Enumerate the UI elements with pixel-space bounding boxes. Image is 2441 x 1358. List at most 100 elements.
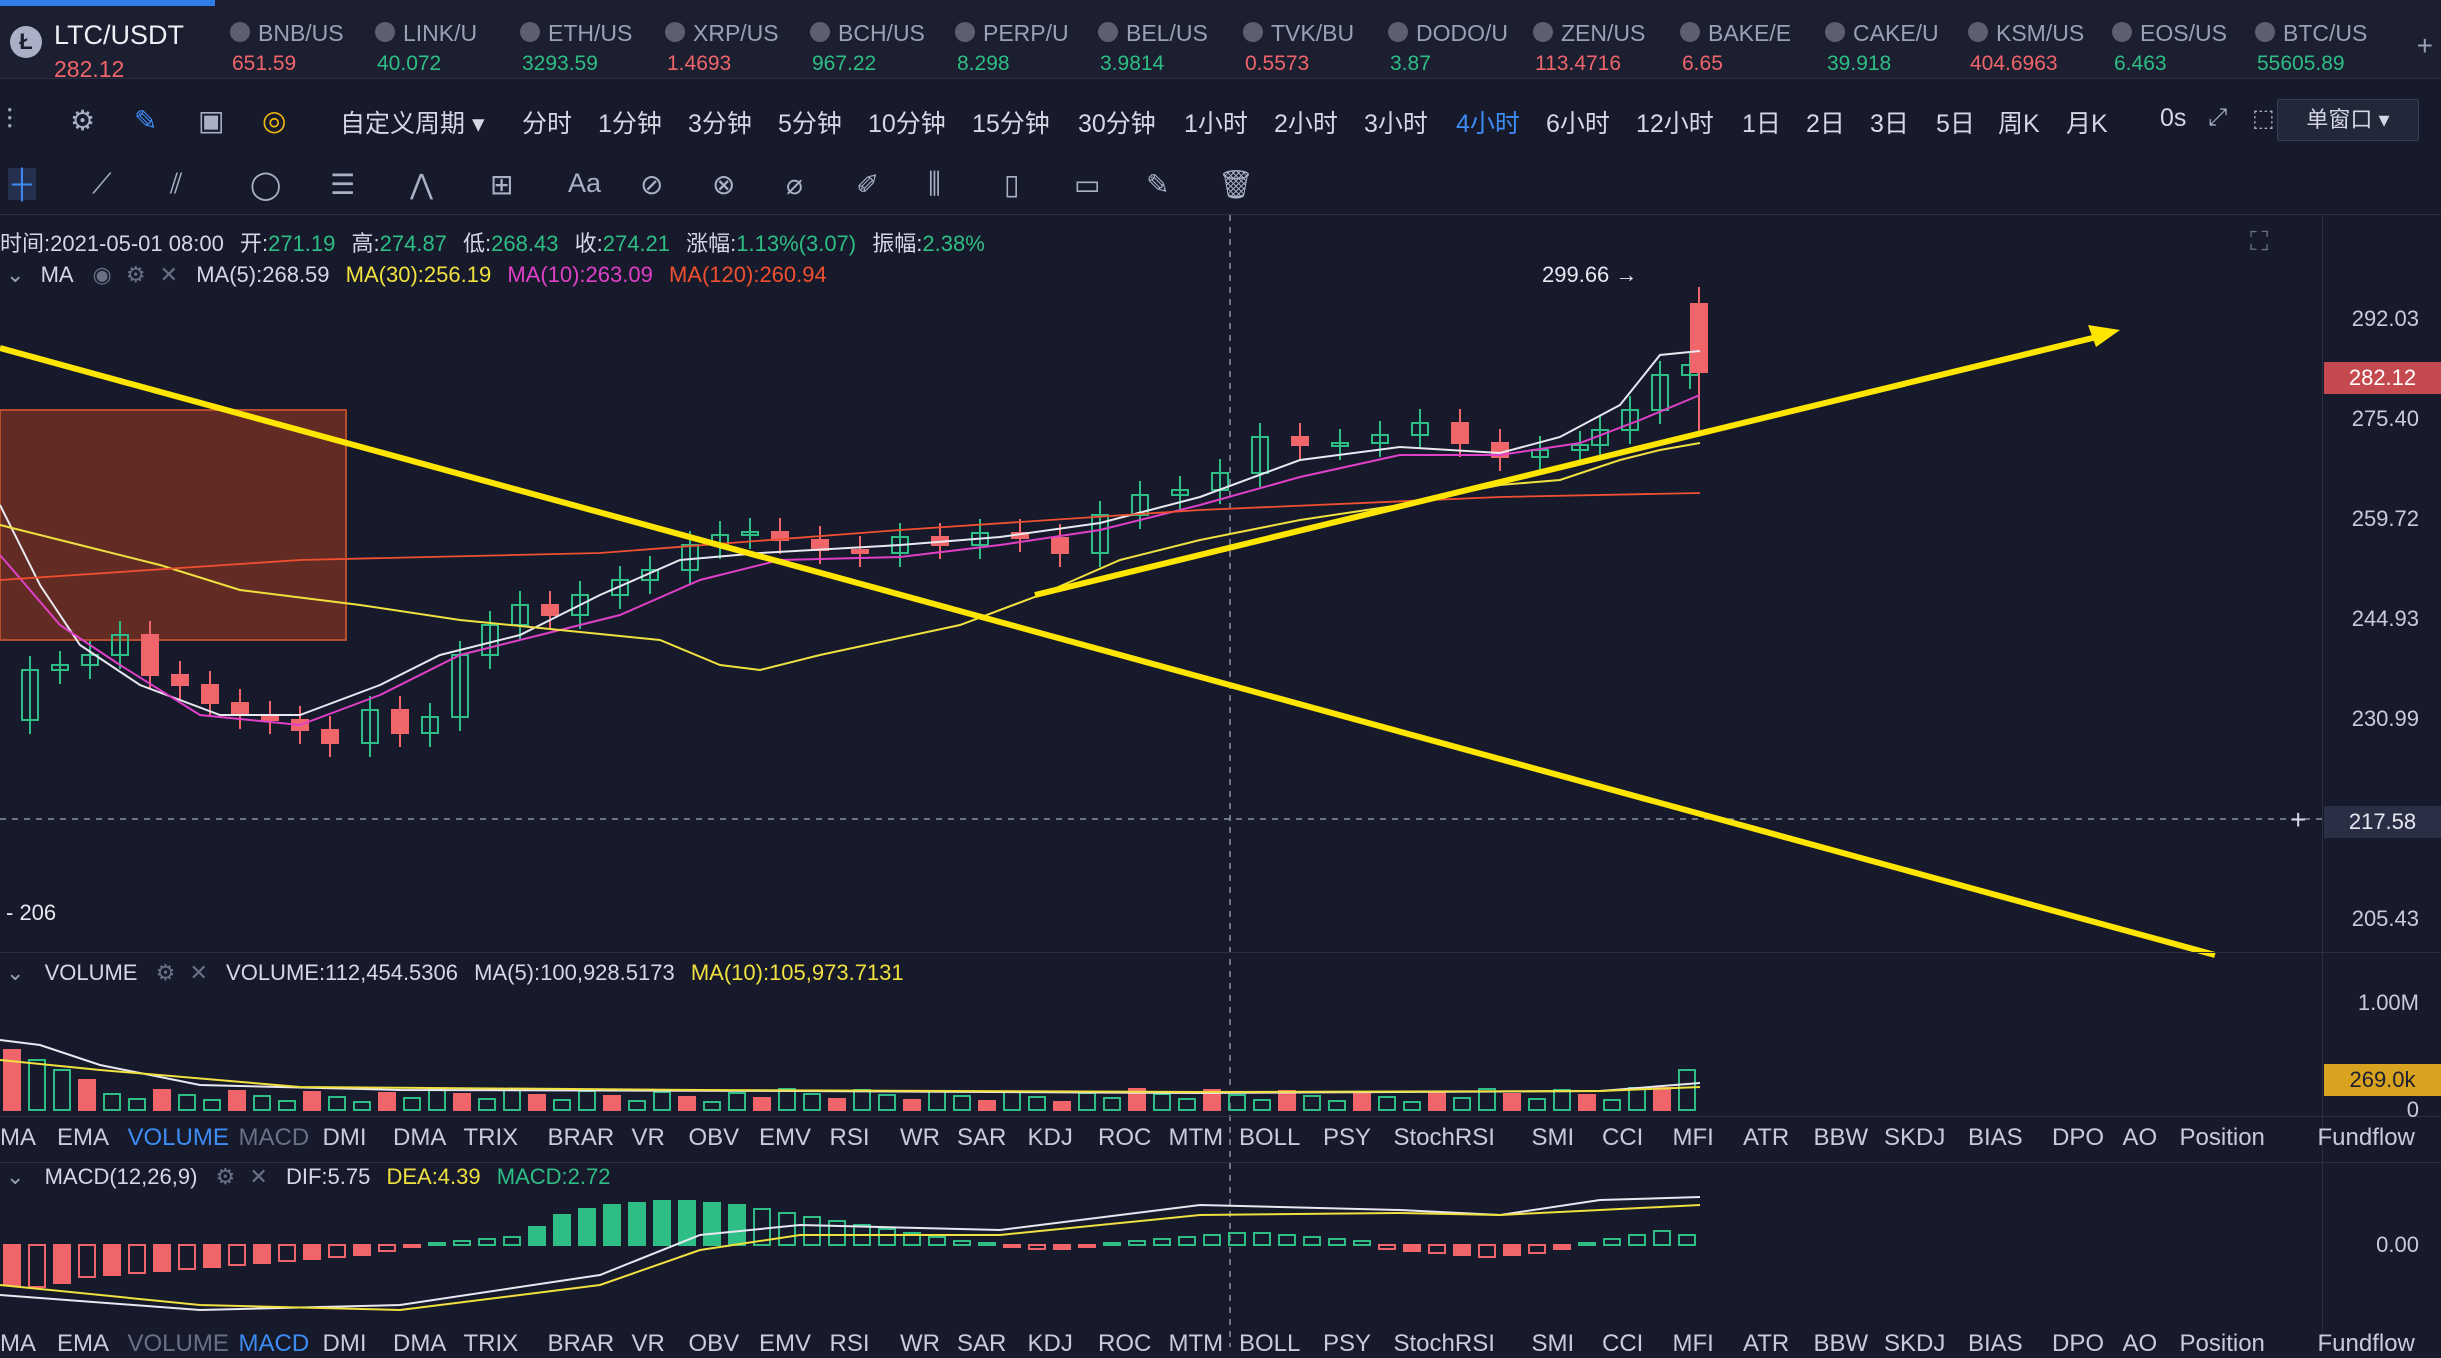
indicator-tab[interactable]: MFI xyxy=(1672,1330,1714,1357)
period-tab[interactable]: 5分钟 xyxy=(778,110,842,138)
indicator-tab[interactable]: DMA xyxy=(393,1124,447,1151)
period-tab[interactable]: 分时 xyxy=(522,110,573,138)
indicator-tab[interactable]: BOLL xyxy=(1239,1330,1301,1357)
indicator-tab[interactable]: PSY xyxy=(1323,1124,1372,1151)
screenshot-icon[interactable]: ⬚ xyxy=(2252,105,2275,132)
wave-pattern-icon[interactable]: ⋀ xyxy=(410,169,433,200)
ma-close-icon[interactable]: ✕ xyxy=(159,262,179,287)
indicator-tab[interactable]: DPO xyxy=(2052,1330,2105,1357)
period-tab[interactable]: 月K xyxy=(2066,110,2108,138)
eraser-icon[interactable]: ✐ xyxy=(856,169,880,200)
eye-icon[interactable]: ◉ xyxy=(92,262,112,287)
indicator-tab[interactable]: DMI xyxy=(322,1330,367,1357)
indicator-tab[interactable]: KDJ xyxy=(1027,1330,1073,1357)
indicator-tab[interactable]: BIAS xyxy=(1968,1330,2023,1357)
indicator-tab[interactable]: RSI xyxy=(829,1330,870,1357)
period-tab[interactable]: 15分钟 xyxy=(972,110,1050,138)
text-tool-icon[interactable]: Aa xyxy=(568,168,602,198)
indicator-tab[interactable]: Position xyxy=(2179,1124,2265,1151)
trendline-tool-icon[interactable]: ⟋ xyxy=(92,168,112,199)
indicator-tab[interactable]: KDJ xyxy=(1027,1124,1073,1151)
indicator-tab[interactable]: SMI xyxy=(1531,1330,1575,1357)
indicator-tab[interactable]: CCI xyxy=(1602,1330,1644,1357)
period-tab[interactable]: 12小时 xyxy=(1636,110,1714,138)
indicator-tab[interactable]: MACD xyxy=(238,1124,310,1151)
macd-settings-icon[interactable]: ⚙ xyxy=(215,1164,236,1189)
indicator-tab[interactable]: SAR xyxy=(957,1330,1007,1357)
indicator-tab[interactable]: VR xyxy=(631,1124,665,1151)
collapse-ma-icon[interactable]: ⌄ xyxy=(6,262,25,287)
indicator-tab[interactable]: StochRSI xyxy=(1393,1330,1495,1357)
ticker-item[interactable]: EOS/US 6.463 xyxy=(2112,18,2252,76)
chart-type-icon[interactable]: ⫶ xyxy=(6,104,14,135)
indicator-tab[interactable]: DMI xyxy=(322,1124,367,1151)
clipboard-icon[interactable]: ▯ xyxy=(1004,169,1020,200)
indicator-tab[interactable]: ROC xyxy=(1098,1330,1152,1357)
chart-canvas[interactable] xyxy=(0,215,2441,1347)
period-tab[interactable]: 2小时 xyxy=(1274,110,1338,138)
period-tab[interactable]: 3分钟 xyxy=(688,110,752,138)
indicator-tab[interactable]: MA xyxy=(0,1124,36,1151)
indicator-tab[interactable]: VR xyxy=(631,1330,665,1357)
indicator-tab[interactable]: TRIX xyxy=(463,1330,519,1357)
period-tab[interactable]: 3小时 xyxy=(1364,110,1428,138)
indicator-tab[interactable]: ATR xyxy=(1743,1124,1790,1151)
collapse-macd-icon[interactable]: ⌄ xyxy=(6,1164,25,1189)
indicator-tab[interactable]: WR xyxy=(900,1330,940,1357)
candle-tool-icon[interactable]: ⫼ xyxy=(928,168,941,199)
indicator-tab[interactable]: StochRSI xyxy=(1393,1124,1495,1151)
indicator-tab[interactable]: AO xyxy=(2122,1124,2158,1151)
indicator-tab[interactable]: Position xyxy=(2179,1330,2265,1357)
delete-drawings-icon[interactable]: 🗑 xyxy=(1218,169,1254,200)
ticker-item[interactable]: BEL/US 3.9814 xyxy=(1098,18,1238,76)
indicator-tab[interactable]: SAR xyxy=(957,1124,1007,1151)
fullscreen-icon[interactable]: ⤢ xyxy=(2208,104,2228,131)
period-tab[interactable]: 6小时 xyxy=(1546,110,1610,138)
indicator-tab[interactable]: WR xyxy=(900,1124,940,1151)
indicator-tab[interactable]: CCI xyxy=(1602,1124,1644,1151)
indicator-tab[interactable]: AO xyxy=(2122,1330,2158,1357)
crosshair-tool-icon[interactable]: ┼ xyxy=(8,168,36,200)
indicator-tab[interactable]: DMA xyxy=(393,1330,447,1357)
indicator-tab[interactable]: SMI xyxy=(1531,1124,1575,1151)
indicator-tab[interactable]: ROC xyxy=(1098,1124,1152,1151)
fib-lines-icon[interactable]: ☰ xyxy=(330,169,356,200)
indicator-tab[interactable]: VOLUME xyxy=(127,1330,229,1357)
indicator-tab[interactable]: MTM xyxy=(1168,1124,1224,1151)
indicator-tab[interactable]: TRIX xyxy=(463,1124,519,1151)
period-tab[interactable]: 1分钟 xyxy=(598,110,662,138)
ticker-item[interactable]: ZEN/US 113.4716 xyxy=(1533,18,1673,76)
ticker-item[interactable]: DODO/U 3.87 xyxy=(1388,18,1528,76)
indicator-tab[interactable]: BRAR xyxy=(547,1124,615,1151)
measure-tool-icon[interactable]: ⊞ xyxy=(490,169,514,200)
indicator-tab[interactable]: EMA xyxy=(57,1124,110,1151)
indicator-tab[interactable]: MTM xyxy=(1168,1330,1224,1357)
indicator-tab[interactable]: EMA xyxy=(57,1330,110,1357)
window-mode-dropdown[interactable]: 单窗口 ▾ xyxy=(2277,99,2419,141)
indicator-tab[interactable]: MFI xyxy=(1672,1124,1714,1151)
magnet-icon[interactable]: ⊘ xyxy=(640,169,664,200)
ticker-item[interactable]: ETH/US 3293.59 xyxy=(520,18,660,76)
indicator-tab[interactable]: DPO xyxy=(2052,1124,2105,1151)
ruler-icon[interactable]: ⌀ xyxy=(786,169,803,200)
ma-settings-icon[interactable]: ⚙ xyxy=(125,262,146,287)
indicator-tab[interactable]: EMV xyxy=(759,1330,812,1357)
add-symbol-icon[interactable]: + xyxy=(2416,30,2433,61)
ticker-item[interactable]: PERP/U 8.298 xyxy=(955,18,1095,76)
indicator-tab[interactable]: BBW xyxy=(1813,1124,1869,1151)
ticker-item[interactable]: TVK/BU 0.5573 xyxy=(1243,18,1383,76)
expand-pane-icon[interactable]: ⛶ xyxy=(2250,226,2269,256)
period-tab[interactable]: 4小时 xyxy=(1456,110,1520,138)
ticker-item[interactable]: LINK/U 40.072 xyxy=(375,18,515,76)
indicator-tab[interactable]: OBV xyxy=(688,1330,740,1357)
crosshair-plus-icon[interactable]: + xyxy=(2290,804,2307,835)
period-tab[interactable]: 周K xyxy=(1998,110,2040,138)
indicator-tab[interactable]: BOLL xyxy=(1239,1124,1301,1151)
custom-period-dropdown[interactable]: 自定义周期 ▾ xyxy=(340,110,485,138)
period-tab[interactable]: 1小时 xyxy=(1184,110,1248,138)
ticker-item[interactable]: BCH/US 967.22 xyxy=(810,18,950,76)
period-tab[interactable]: 1日 xyxy=(1742,110,1781,138)
indicator-tab[interactable]: ATR xyxy=(1743,1330,1790,1357)
indicator-tab[interactable]: PSY xyxy=(1323,1330,1372,1357)
period-tab[interactable]: 5日 xyxy=(1936,110,1975,138)
